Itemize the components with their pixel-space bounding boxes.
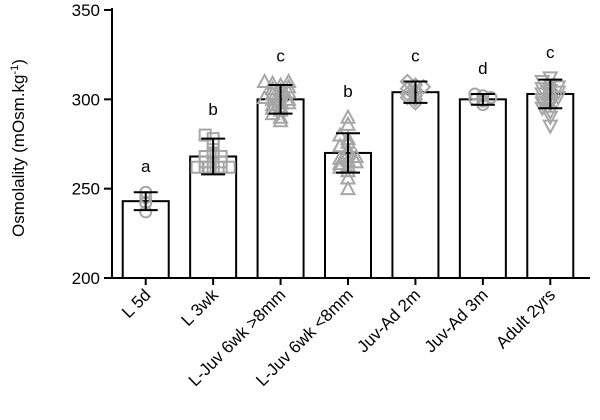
bar-1 (189, 155, 238, 279)
data-point-4-9 (399, 73, 416, 90)
y-axis-title: Osmolality (mOsm.kg-1) (9, 59, 28, 237)
significance-letter-1: b (208, 100, 217, 119)
y-tick-label-0: 200 (72, 269, 100, 288)
data-point-6-17 (542, 71, 559, 87)
y-tick-label-3: 350 (72, 1, 100, 20)
data-point-1-10 (198, 150, 212, 164)
data-point-6-16 (534, 74, 551, 91)
data-point-4-6 (399, 80, 416, 97)
data-point-6-11 (550, 85, 567, 101)
y-tick-label-2: 300 (72, 90, 100, 109)
data-point-3-0 (339, 180, 357, 196)
data-point-1-11 (214, 150, 228, 164)
significance-letter-6: c (546, 43, 555, 62)
significance-letter-2: c (276, 46, 285, 65)
bar-5 (458, 98, 507, 280)
data-point-2-21 (256, 72, 273, 88)
y-tick-label-1: 250 (72, 180, 100, 199)
data-point-6-0 (542, 119, 559, 135)
bar-0 (121, 200, 170, 280)
data-point-5-3 (484, 91, 498, 105)
data-point-4-7 (415, 78, 432, 95)
significance-letter-5: d (478, 59, 487, 78)
svg-text:Osmolality (mOsm.kg-1): Osmolality (mOsm.kg-1) (9, 59, 28, 237)
data-point-3-17 (339, 108, 357, 124)
axes-layer: 200 250 300 350 (72, 1, 590, 288)
significance-letters-layer: a b c b c d c (141, 43, 555, 176)
x-tick-label-6: Adult 2yrs (492, 285, 559, 352)
significance-letter-0: a (141, 157, 151, 176)
x-tick-label-1: L 3wk (178, 285, 223, 330)
y-axis-title-main: Osmolality (mOsm.kg (9, 74, 28, 236)
x-tick-label-4: Juv-Ad 2m (353, 285, 424, 356)
data-point-3-1 (339, 169, 357, 185)
error-bars-layer (133, 78, 563, 212)
significance-letter-4: c (411, 46, 420, 65)
significance-letter-3: b (343, 82, 352, 101)
data-point-6-5 (534, 96, 551, 112)
data-point-2-20 (280, 72, 297, 88)
points-layer (139, 71, 567, 219)
bar-6 (526, 92, 575, 280)
data-point-3-15 (331, 126, 349, 142)
x-tick-label-5: Juv-Ad 3m (421, 285, 492, 356)
bar-4 (391, 91, 440, 280)
y-axis-title-close: ) (9, 59, 28, 65)
data-point-3-16 (339, 115, 357, 131)
x-tick-label-0: L 5d (118, 285, 154, 321)
bar-2 (256, 98, 305, 280)
data-point-6-14 (550, 80, 567, 96)
data-point-2-0 (272, 112, 289, 128)
y-axis-title-superscript: -1 (9, 65, 21, 75)
data-point-1-15 (198, 128, 212, 142)
data-point-6-13 (534, 82, 551, 98)
bars-layer (121, 91, 575, 280)
